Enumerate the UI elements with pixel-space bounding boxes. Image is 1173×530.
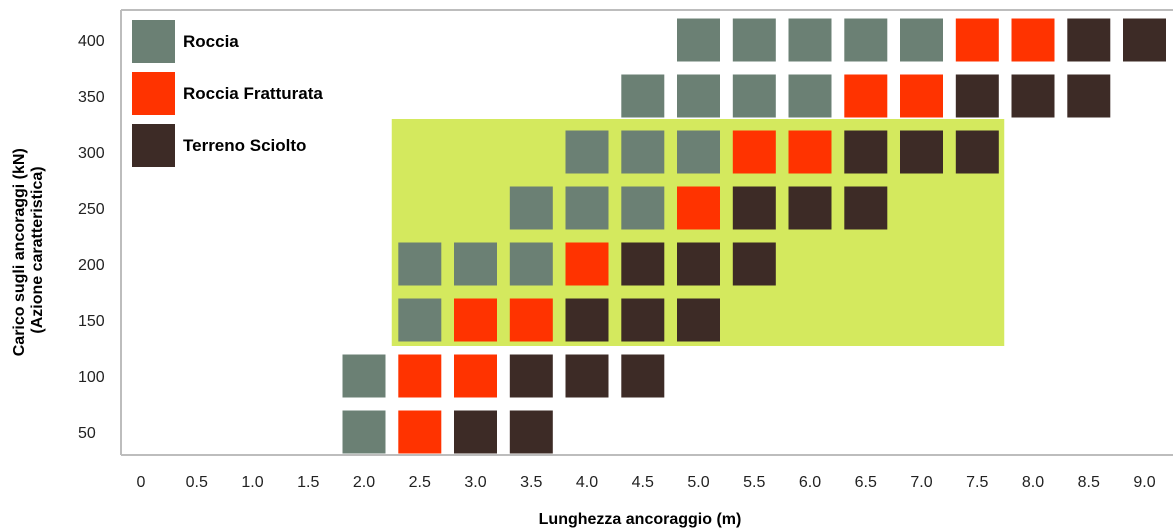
cell-roccia: Roccia [677, 130, 720, 174]
cell-roccia: Roccia [398, 298, 442, 342]
cell-terreno-sciolto: Terreno Sciolto [732, 186, 776, 230]
cell-terreno-sciolto: Terreno Sciolto [955, 130, 999, 174]
cell-terreno-sciolto: Terreno Sciolto [844, 130, 888, 174]
y-tick-label: 100 [78, 369, 105, 386]
cell-terreno-sciolto: Terreno Sciolto [509, 410, 553, 454]
y-axis-title-line-1: Carico sugli ancoraggi (kN) [11, 148, 28, 356]
x-tick-label: 6.0 [799, 474, 821, 491]
y-axis-title: Carico sugli ancoraggi (kN) (Azione cara… [11, 144, 46, 357]
cell-terreno-sciolto: Terreno Sciolto [1011, 74, 1055, 118]
legend-swatch [132, 72, 175, 115]
cell-roccia-fratturata: Roccia Fratturata [677, 186, 720, 230]
cell-terreno-sciolto: Terreno Sciolto [677, 242, 720, 286]
cell-roccia: Roccia [732, 74, 776, 118]
cell-terreno-sciolto: Terreno Sciolto [900, 130, 943, 174]
legend-swatch [132, 124, 175, 167]
y-tick-label: 50 [78, 425, 96, 442]
cell-terreno-sciolto: Terreno Sciolto [509, 354, 553, 398]
x-tick-label: 5.0 [687, 474, 709, 491]
y-tick-labels: 400 350 300 250 200 150 100 50 [78, 33, 105, 442]
x-tick-label: 6.5 [855, 474, 877, 491]
cell-terreno-sciolto: Terreno Sciolto [788, 186, 832, 230]
cell-roccia: Roccia [565, 130, 609, 174]
cell-roccia-fratturata: Roccia Fratturata [955, 18, 999, 62]
y-axis-title-line-2: (Azione caratteristica) [29, 166, 46, 333]
cell-roccia-fratturata: Roccia Fratturata [1011, 18, 1055, 62]
legend-label: Roccia [183, 32, 239, 51]
cell-roccia: Roccia [454, 242, 497, 286]
cell-roccia: Roccia [621, 186, 665, 230]
cell-terreno-sciolto: Terreno Sciolto [621, 354, 665, 398]
cell-terreno-sciolto: Terreno Sciolto [955, 74, 999, 118]
x-tick-label: 1.5 [297, 474, 319, 491]
x-tick-label: 0 [137, 474, 146, 491]
cell-terreno-sciolto: Terreno Sciolto [732, 242, 776, 286]
x-tick-label: 8.0 [1022, 474, 1044, 491]
cell-terreno-sciolto: Terreno Sciolto [454, 410, 497, 454]
cell-roccia: Roccia [509, 242, 553, 286]
x-tick-label: 0.5 [186, 474, 208, 491]
x-tick-label: 2.5 [409, 474, 431, 491]
y-tick-label: 300 [78, 145, 105, 162]
x-tick-labels: 0 0.5 1.0 1.5 2.0 2.5 3.0 3.5 4.0 4.5 5.0 5.5 6.0 6.5… [137, 474, 1156, 491]
cell-roccia: Roccia [565, 186, 609, 230]
cells-layer: Roccia Roccia Roccia Roccia Roccia Roccia Fra… [342, 18, 1166, 454]
y-tick-label: 350 [78, 89, 105, 106]
y-tick-label: 250 [78, 201, 105, 218]
cell-roccia: Roccia [844, 18, 888, 62]
cell-roccia-fratturata: Roccia Fratturata [509, 298, 553, 342]
cell-terreno-sciolto: Terreno Sciolto [621, 242, 665, 286]
legend-swatch [132, 20, 175, 63]
cell-terreno-sciolto: Terreno Sciolto [844, 186, 888, 230]
cell-roccia: Roccia [398, 242, 442, 286]
cell-roccia-fratturata: Roccia Fratturata [788, 130, 832, 174]
x-tick-label: 2.0 [353, 474, 375, 491]
cell-roccia-fratturata: Roccia Fratturata [398, 354, 442, 398]
cell-roccia: Roccia [342, 354, 386, 398]
plot-frame [120, 9, 1173, 456]
cell-roccia: Roccia [621, 130, 665, 174]
cell-roccia: Roccia [788, 18, 832, 62]
x-axis-title: Lunghezza ancoraggio (m) [539, 511, 742, 528]
cell-roccia-fratturata: Roccia Fratturata [454, 354, 497, 398]
y-tick-label: 200 [78, 257, 105, 274]
legend-label: Roccia Fratturata [183, 84, 323, 103]
x-tick-label: 5.5 [743, 474, 765, 491]
cell-terreno-sciolto: Terreno Sciolto [1067, 74, 1111, 118]
x-tick-label: 3.5 [520, 474, 542, 491]
cell-terreno-sciolto: Terreno Sciolto [1123, 18, 1166, 62]
y-tick-label: 150 [78, 313, 105, 330]
cell-terreno-sciolto: Terreno Sciolto [565, 354, 609, 398]
y-tick-label: 400 [78, 33, 105, 50]
cell-roccia-fratturata: Roccia Fratturata [900, 74, 943, 118]
x-tick-label: 3.0 [464, 474, 486, 491]
cell-terreno-sciolto: Terreno Sciolto [1067, 18, 1111, 62]
cell-roccia: Roccia [788, 74, 832, 118]
cell-roccia: Roccia [732, 18, 776, 62]
cell-roccia: Roccia [677, 18, 720, 62]
legend-label: Terreno Sciolto [183, 136, 306, 155]
cell-roccia: Roccia [509, 186, 553, 230]
cell-roccia: Roccia [342, 410, 386, 454]
cell-roccia-fratturata: Roccia Fratturata [454, 298, 497, 342]
cell-roccia: Roccia [900, 18, 943, 62]
cell-terreno-sciolto: Terreno Sciolto [677, 298, 720, 342]
x-tick-label: 4.0 [576, 474, 598, 491]
cell-roccia-fratturata: Roccia Fratturata [398, 410, 442, 454]
legend: Roccia Roccia Fratturata Terreno Sciolto [132, 20, 323, 167]
cell-terreno-sciolto: Terreno Sciolto [621, 298, 665, 342]
cell-roccia: Roccia [677, 74, 720, 118]
x-tick-label: 7.5 [966, 474, 988, 491]
cell-roccia-fratturata: Roccia Fratturata [565, 242, 609, 286]
cell-roccia-fratturata: Roccia Fratturata [844, 74, 888, 118]
x-tick-label: 4.5 [632, 474, 654, 491]
cell-terreno-sciolto: Terreno Sciolto [565, 298, 609, 342]
x-tick-label: 9.0 [1133, 474, 1155, 491]
cell-roccia: Roccia [621, 74, 665, 118]
x-tick-label: 1.0 [241, 474, 263, 491]
x-tick-label: 7.0 [910, 474, 932, 491]
x-tick-label: 8.5 [1078, 474, 1100, 491]
cell-roccia-fratturata: Roccia Fratturata [732, 130, 776, 174]
